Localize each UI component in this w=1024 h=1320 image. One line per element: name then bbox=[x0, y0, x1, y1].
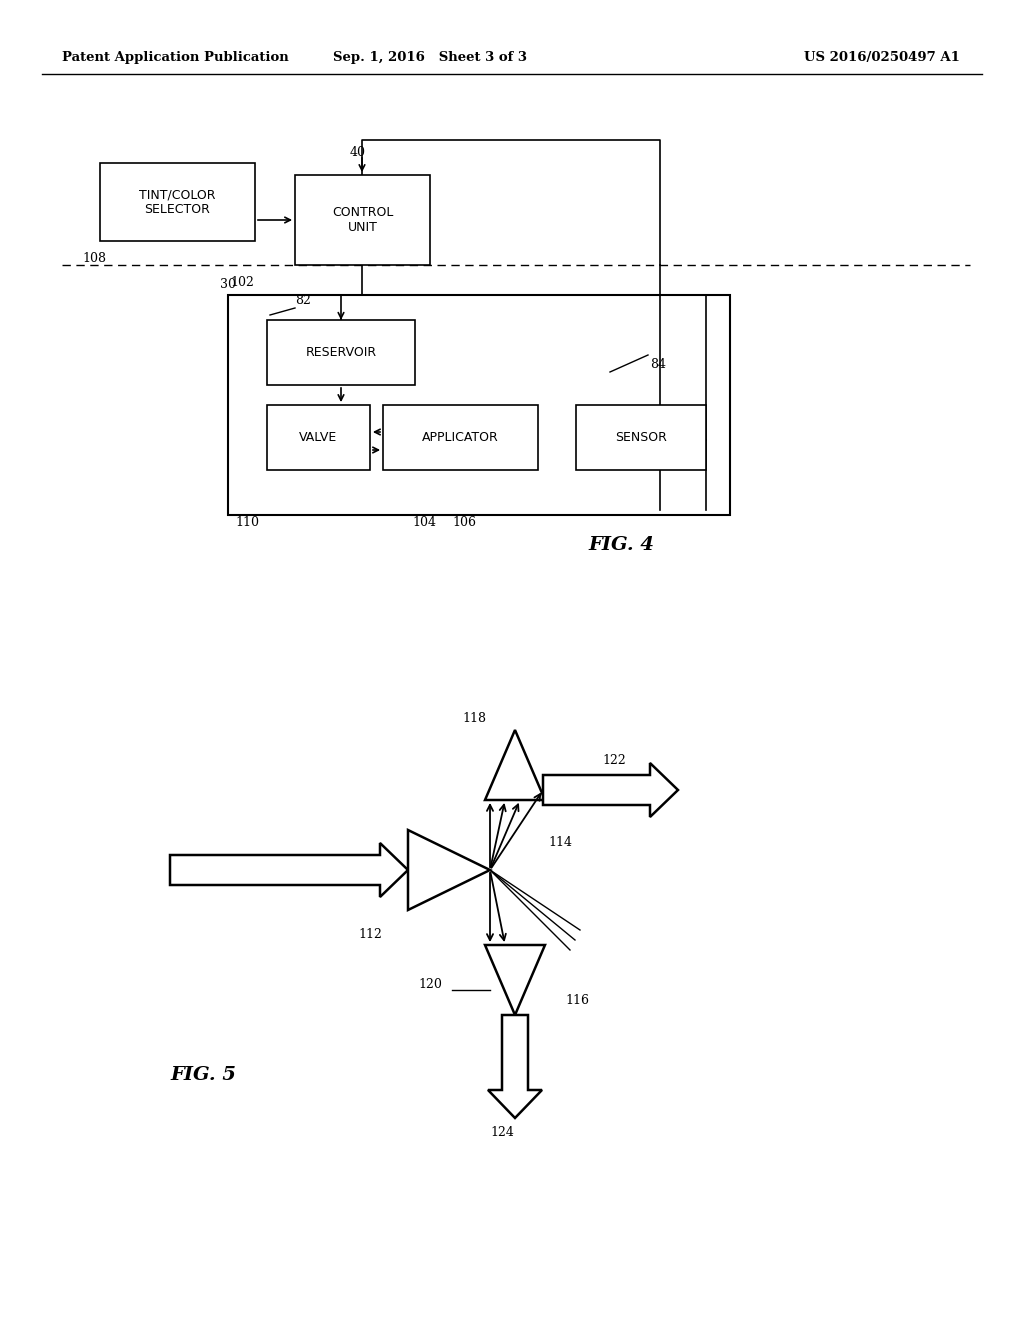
Bar bbox=[267, 405, 370, 470]
Text: 30: 30 bbox=[220, 279, 236, 292]
Polygon shape bbox=[170, 843, 408, 898]
Text: US 2016/0250497 A1: US 2016/0250497 A1 bbox=[804, 51, 961, 65]
Text: 102: 102 bbox=[230, 276, 254, 289]
Text: VALVE: VALVE bbox=[299, 432, 338, 444]
Text: FIG. 5: FIG. 5 bbox=[170, 1067, 236, 1084]
Bar bbox=[228, 294, 730, 515]
Text: 108: 108 bbox=[82, 252, 106, 264]
Text: 106: 106 bbox=[452, 516, 476, 528]
Text: 112: 112 bbox=[358, 928, 382, 941]
Text: 40: 40 bbox=[350, 147, 366, 160]
Text: CONTROL
UNIT: CONTROL UNIT bbox=[332, 206, 393, 234]
Text: RESERVOIR: RESERVOIR bbox=[305, 346, 377, 359]
Bar bbox=[100, 162, 255, 242]
Text: 110: 110 bbox=[234, 516, 259, 528]
Polygon shape bbox=[488, 1015, 542, 1118]
Text: 124: 124 bbox=[490, 1126, 514, 1138]
Polygon shape bbox=[408, 830, 490, 909]
Bar bbox=[267, 319, 415, 385]
Bar bbox=[295, 176, 430, 265]
Text: 82: 82 bbox=[295, 293, 311, 306]
Text: 118: 118 bbox=[462, 711, 486, 725]
Text: 120: 120 bbox=[418, 978, 442, 991]
Bar bbox=[383, 405, 538, 470]
Text: 116: 116 bbox=[565, 994, 589, 1006]
Text: TINT/COLOR
SELECTOR: TINT/COLOR SELECTOR bbox=[139, 187, 216, 216]
Text: 114: 114 bbox=[548, 837, 572, 850]
Text: 122: 122 bbox=[602, 754, 626, 767]
Bar bbox=[575, 405, 706, 470]
Text: Sep. 1, 2016   Sheet 3 of 3: Sep. 1, 2016 Sheet 3 of 3 bbox=[333, 51, 527, 65]
Polygon shape bbox=[543, 763, 678, 817]
Polygon shape bbox=[485, 945, 545, 1015]
Text: SENSOR: SENSOR bbox=[615, 432, 667, 444]
Polygon shape bbox=[485, 730, 545, 800]
Text: FIG. 4: FIG. 4 bbox=[588, 536, 654, 554]
Text: 104: 104 bbox=[412, 516, 436, 528]
Text: 84: 84 bbox=[650, 359, 666, 371]
Text: APPLICATOR: APPLICATOR bbox=[422, 432, 499, 444]
Text: Patent Application Publication: Patent Application Publication bbox=[62, 51, 289, 65]
